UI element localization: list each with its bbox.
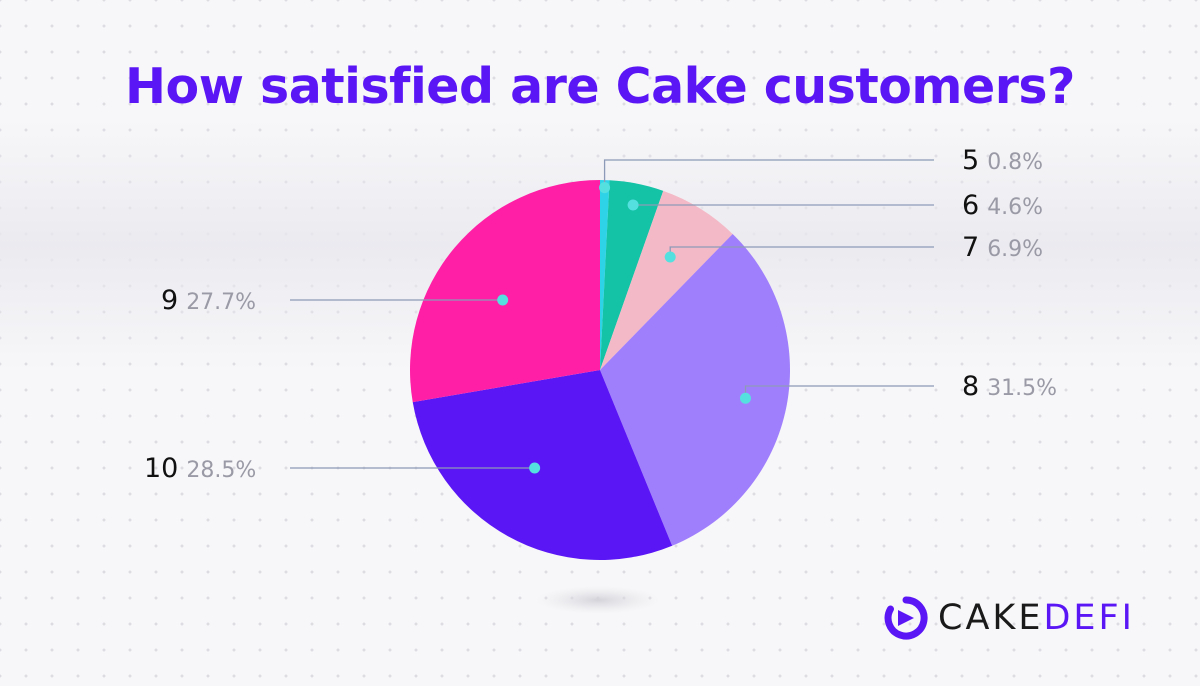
pie-slice-7 xyxy=(600,190,733,370)
slice-percent-9: 27.7% xyxy=(186,290,256,315)
slice-marker-10 xyxy=(529,462,541,474)
slice-label-10: 10 28.5% xyxy=(144,453,256,484)
slice-percent-7: 6.9% xyxy=(987,237,1043,262)
pie-shadow xyxy=(536,586,660,614)
pie-slice-6 xyxy=(600,180,664,370)
slice-percent-8: 31.5% xyxy=(987,376,1057,401)
slice-label-6: 6 4.6% xyxy=(962,190,1043,221)
slice-category-10: 10 xyxy=(144,453,178,484)
pie-slice-8 xyxy=(600,233,790,546)
slice-marker-5 xyxy=(599,182,611,194)
leader-lines xyxy=(290,159,934,474)
slice-marker-8 xyxy=(739,392,751,404)
chart-title: How satisfied are Cake customers? xyxy=(125,58,1075,115)
pie-slice-10 xyxy=(412,370,673,560)
slice-category-7: 7 xyxy=(962,232,979,263)
slice-label-9: 9 27.7% xyxy=(161,285,256,316)
slice-label-7: 7 6.9% xyxy=(962,232,1043,263)
logo-wordmark: CAKEDEFI xyxy=(938,598,1135,638)
slice-marker-9 xyxy=(497,294,509,306)
slice-category-5: 5 xyxy=(962,145,979,176)
leader-line-5 xyxy=(603,159,934,188)
slice-marker-7 xyxy=(664,251,676,263)
slice-labels: 5 0.8% 6 4.6% 7 6.9% 8 31.5% 10 28.5% 9 27.7% xyxy=(144,145,1057,484)
cake-defi-logo: CAKEDEFI xyxy=(884,596,1135,640)
pie-slices xyxy=(409,180,790,560)
slice-label-8: 8 31.5% xyxy=(962,371,1057,402)
cake-defi-logo-icon xyxy=(884,596,928,640)
pie-slice-9 xyxy=(409,180,600,403)
logo-text-defi: DEFI xyxy=(1043,598,1135,638)
pie-slice-5 xyxy=(600,180,610,370)
slice-marker-6 xyxy=(627,199,639,211)
slice-category-8: 8 xyxy=(962,371,979,402)
slice-percent-6: 4.6% xyxy=(987,195,1043,220)
slice-percent-5: 0.8% xyxy=(987,150,1043,175)
slice-category-6: 6 xyxy=(962,190,979,221)
slice-label-5: 5 0.8% xyxy=(962,145,1043,176)
slice-category-9: 9 xyxy=(161,285,178,316)
slice-percent-10: 28.5% xyxy=(186,458,256,483)
logo-text-cake: CAKE xyxy=(938,598,1044,638)
